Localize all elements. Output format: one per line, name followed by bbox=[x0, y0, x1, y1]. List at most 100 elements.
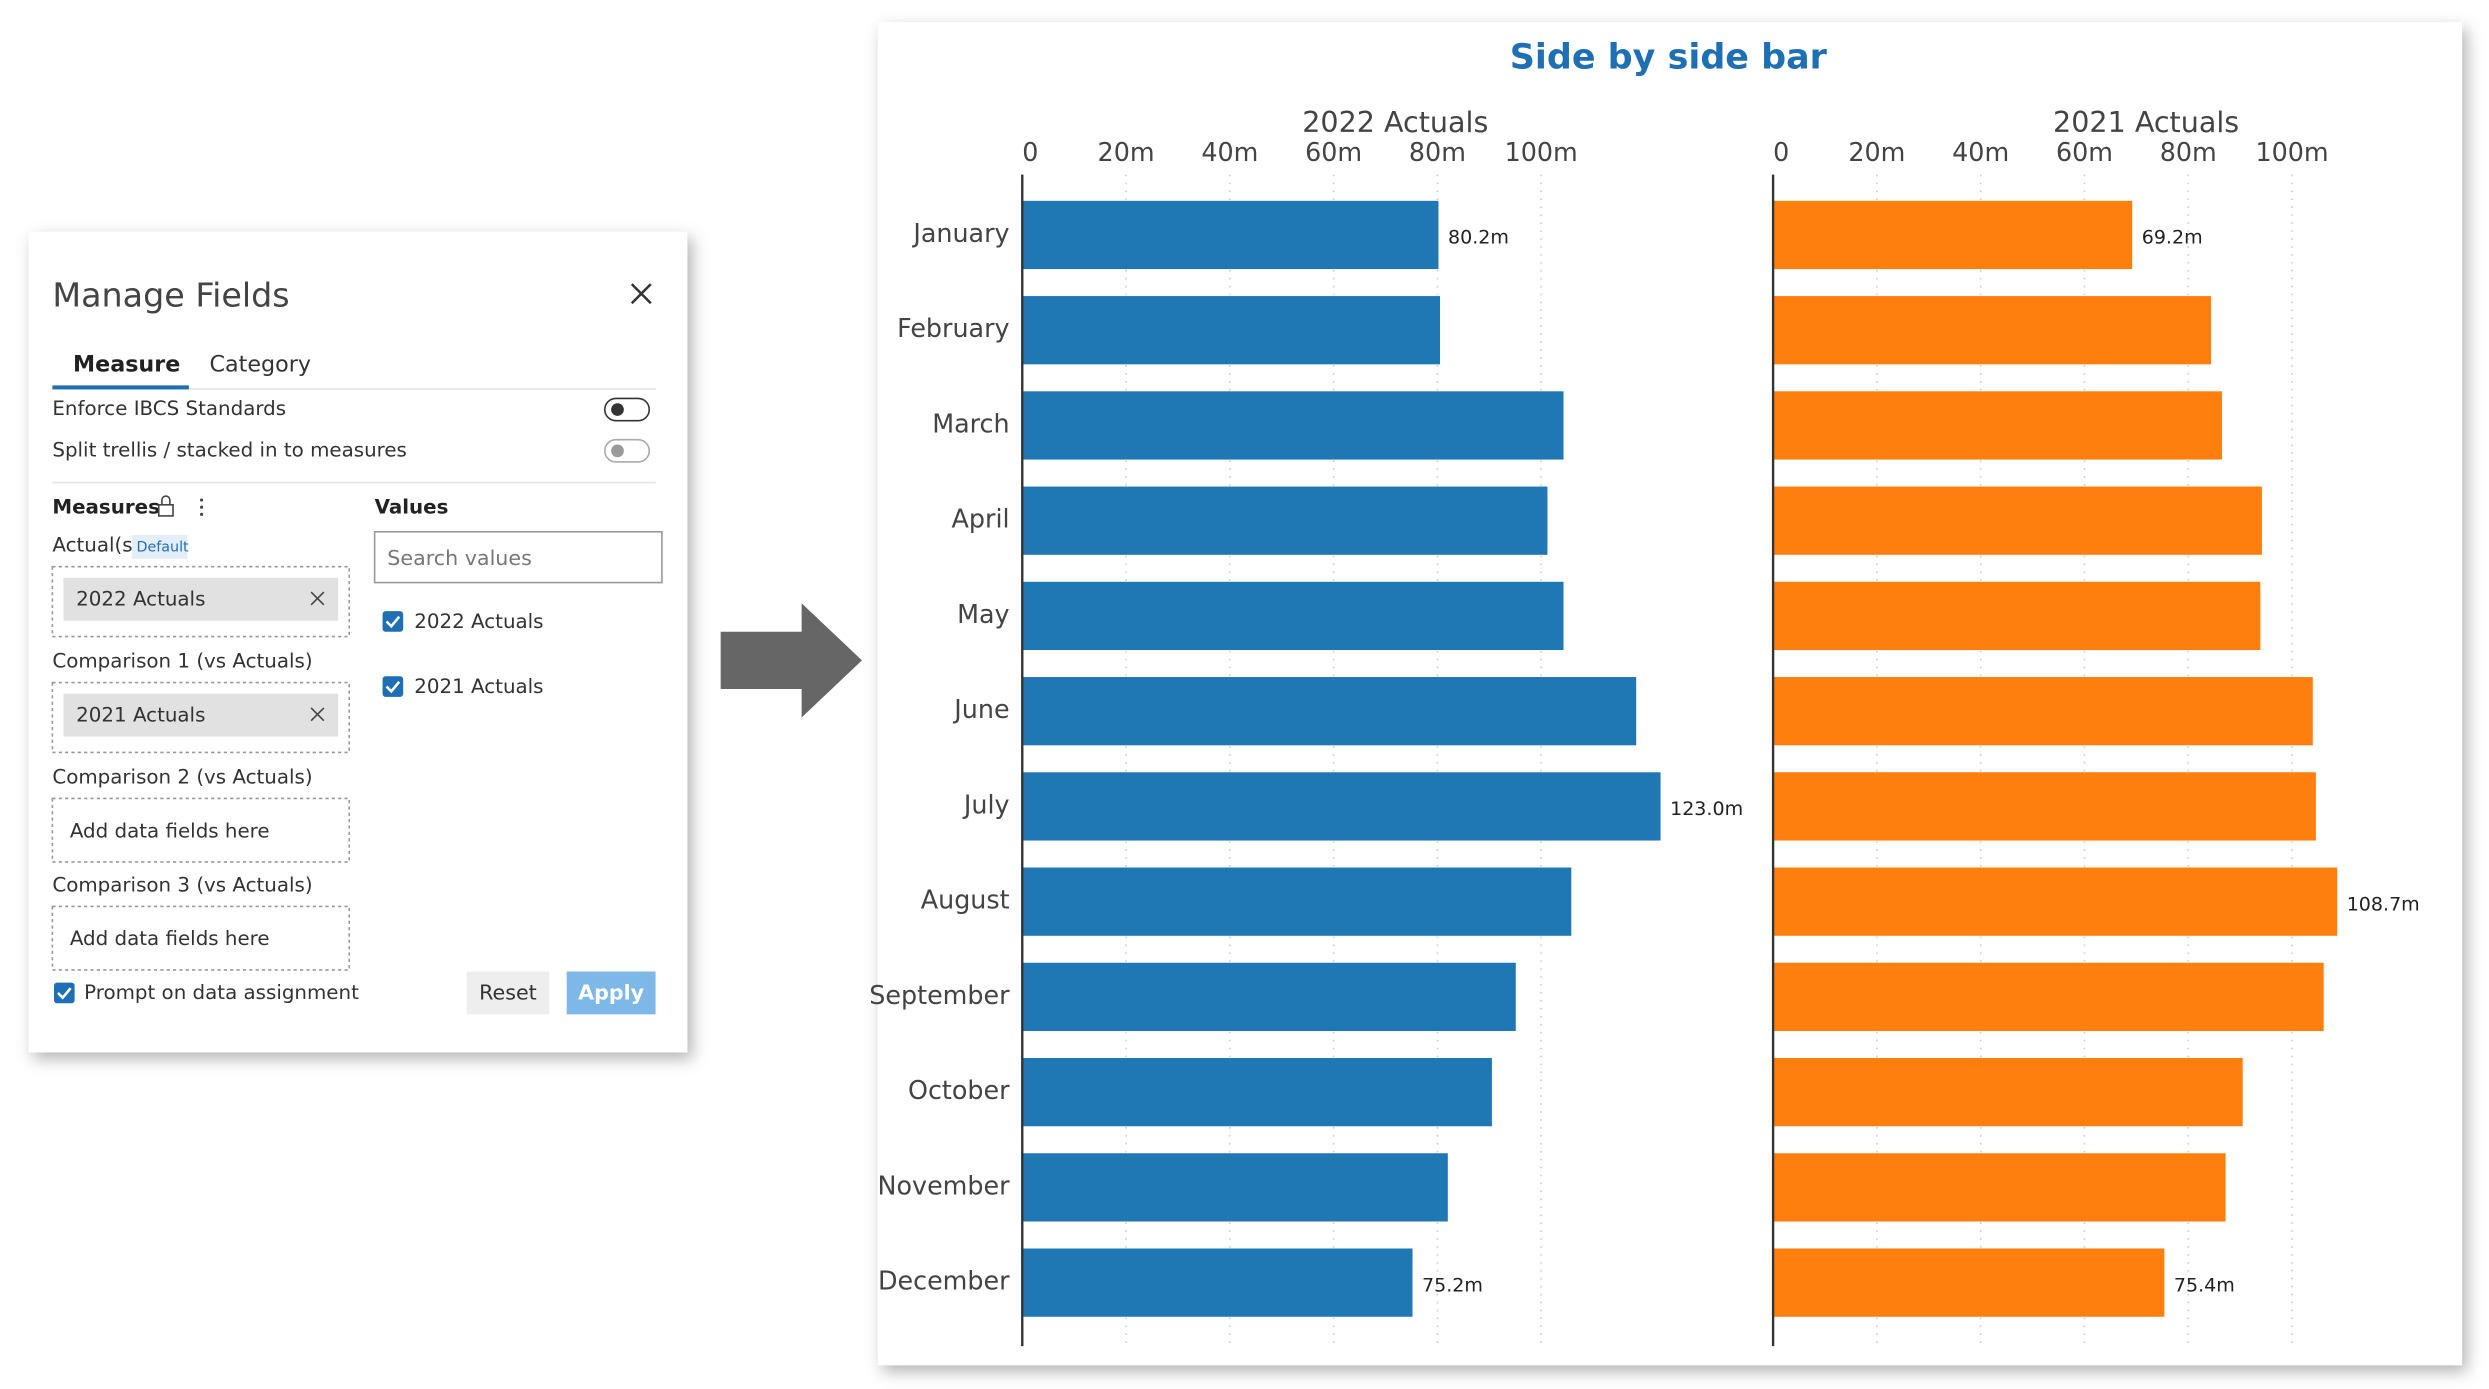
more-menu[interactable] bbox=[200, 498, 204, 516]
x-tick-label: 20m bbox=[1098, 137, 1155, 167]
badge-bg bbox=[131, 534, 188, 559]
chart-title: 2021 Actuals bbox=[2053, 105, 2239, 139]
slot-label: Actual(s) bbox=[52, 534, 140, 557]
x-tick-label: 40m bbox=[1952, 137, 2009, 167]
x-tick-label: 0 bbox=[1022, 137, 1038, 167]
drop-placeholder: Add data fields here bbox=[70, 927, 270, 950]
bar bbox=[1773, 200, 2133, 270]
bar bbox=[1022, 1153, 1448, 1222]
bar bbox=[1022, 1058, 1492, 1127]
charts: 2022 Actuals 0 20m 40m 60m 80m 100m January 80.2… bbox=[869, 105, 2420, 1347]
x-tick-label: 20m bbox=[1848, 137, 1905, 167]
field-chip bbox=[63, 693, 339, 737]
drop-zone[interactable] bbox=[51, 905, 351, 971]
section-label: Measures bbox=[52, 495, 160, 518]
value-label: 123.0m bbox=[1670, 798, 1743, 820]
y-tick-label: January bbox=[911, 218, 1009, 248]
bar bbox=[1022, 1248, 1413, 1317]
lock-icon bbox=[157, 495, 174, 517]
search-placeholder: Search values bbox=[387, 546, 531, 570]
y-tick-label: February bbox=[897, 313, 1009, 343]
bar bbox=[1022, 581, 1564, 651]
bar bbox=[1773, 867, 2338, 936]
value-option: 2021 Actuals bbox=[414, 675, 543, 698]
tab[interactable]: Measure bbox=[73, 352, 180, 378]
x-tick-label: 60m bbox=[1305, 137, 1362, 167]
bar bbox=[1773, 296, 2212, 365]
x-tick-label: 80m bbox=[1409, 137, 1466, 167]
bar bbox=[1022, 200, 1439, 270]
visual-title: Side by side bar bbox=[1510, 38, 1828, 78]
prompt-label: Prompt on data assignment bbox=[84, 981, 359, 1004]
x-tick-label: 0 bbox=[1773, 137, 1789, 167]
bar bbox=[1022, 867, 1572, 936]
bar bbox=[1022, 486, 1548, 555]
y-tick-label: October bbox=[908, 1075, 1010, 1105]
bar bbox=[1773, 1248, 2165, 1317]
badge: Default bbox=[137, 540, 190, 556]
drop-placeholder: Add data fields here bbox=[70, 819, 270, 842]
value-option: 2022 Actuals bbox=[414, 610, 543, 633]
bar bbox=[1773, 1058, 2243, 1127]
y-tick-label: August bbox=[921, 885, 1010, 915]
y-tick-label: September bbox=[869, 980, 1010, 1010]
toggle-label: Split trellis / stacked in to measures bbox=[52, 438, 407, 461]
value-label: 108.7m bbox=[2347, 893, 2420, 915]
panel-title: Manage Fields bbox=[52, 275, 289, 314]
y-tick-label: March bbox=[932, 408, 1009, 438]
search-box[interactable] bbox=[373, 531, 663, 584]
field-chip-label: 2022 Actuals bbox=[76, 588, 205, 611]
x-tick-label: 40m bbox=[1201, 137, 1258, 167]
field-chip bbox=[63, 577, 339, 621]
slot-label: Comparison 2 (vs Actuals) bbox=[52, 765, 312, 788]
panel-bg bbox=[28, 231, 688, 1053]
value-label: 75.4m bbox=[2174, 1274, 2235, 1296]
y-tick-label: June bbox=[952, 694, 1009, 724]
bar bbox=[1022, 962, 1516, 1032]
checkbox[interactable] bbox=[53, 982, 75, 1004]
arrow bbox=[720, 603, 862, 718]
bar bbox=[1773, 1153, 2226, 1222]
slot-label: Comparison 3 (vs Actuals) bbox=[52, 873, 312, 896]
toggle-label: Enforce IBCS Standards bbox=[52, 397, 286, 420]
y-tick-label: April bbox=[952, 504, 1010, 534]
bar bbox=[1022, 296, 1441, 365]
bar bbox=[1773, 677, 2313, 746]
bar bbox=[1022, 391, 1564, 460]
x-tick-label: 100m bbox=[1505, 137, 1578, 167]
remove-field[interactable] bbox=[310, 591, 325, 606]
y-tick-label: December bbox=[878, 1266, 1010, 1296]
y-tick-label: November bbox=[878, 1170, 1011, 1200]
checkbox[interactable] bbox=[382, 676, 404, 697]
drop-zone[interactable] bbox=[51, 565, 351, 638]
remove-field[interactable] bbox=[310, 707, 325, 722]
y-tick-label: May bbox=[957, 599, 1009, 629]
x-tick-label: 100m bbox=[2255, 137, 2328, 167]
bar bbox=[1773, 486, 2262, 555]
manage-fields-panel: Manage Fields Measure Category Enforce I… bbox=[28, 231, 688, 1053]
value-label: 75.2m bbox=[1422, 1274, 1483, 1296]
bar bbox=[1773, 391, 2222, 460]
drop-zone[interactable] bbox=[51, 797, 351, 863]
slot-label: Comparison 1 (vs Actuals) bbox=[52, 649, 312, 672]
bar bbox=[1773, 772, 2316, 841]
bar bbox=[1773, 581, 2261, 651]
apply-label: Apply bbox=[578, 981, 645, 1005]
bar bbox=[1022, 677, 1637, 746]
close-button[interactable] bbox=[630, 283, 652, 305]
tab[interactable]: Category bbox=[210, 352, 311, 378]
toggle[interactable] bbox=[603, 438, 651, 463]
apply-button[interactable] bbox=[566, 971, 656, 1015]
toggle[interactable] bbox=[603, 397, 651, 422]
checkbox[interactable] bbox=[382, 611, 404, 632]
section-label: Values bbox=[375, 495, 449, 518]
y-tick-label: July bbox=[962, 789, 1010, 819]
reset-button[interactable] bbox=[466, 971, 550, 1015]
drop-zone[interactable] bbox=[51, 681, 351, 754]
field-chip-label: 2021 Actuals bbox=[76, 703, 205, 726]
bar bbox=[1022, 772, 1661, 841]
bar bbox=[1773, 962, 2324, 1032]
value-label: 69.2m bbox=[2142, 227, 2203, 249]
